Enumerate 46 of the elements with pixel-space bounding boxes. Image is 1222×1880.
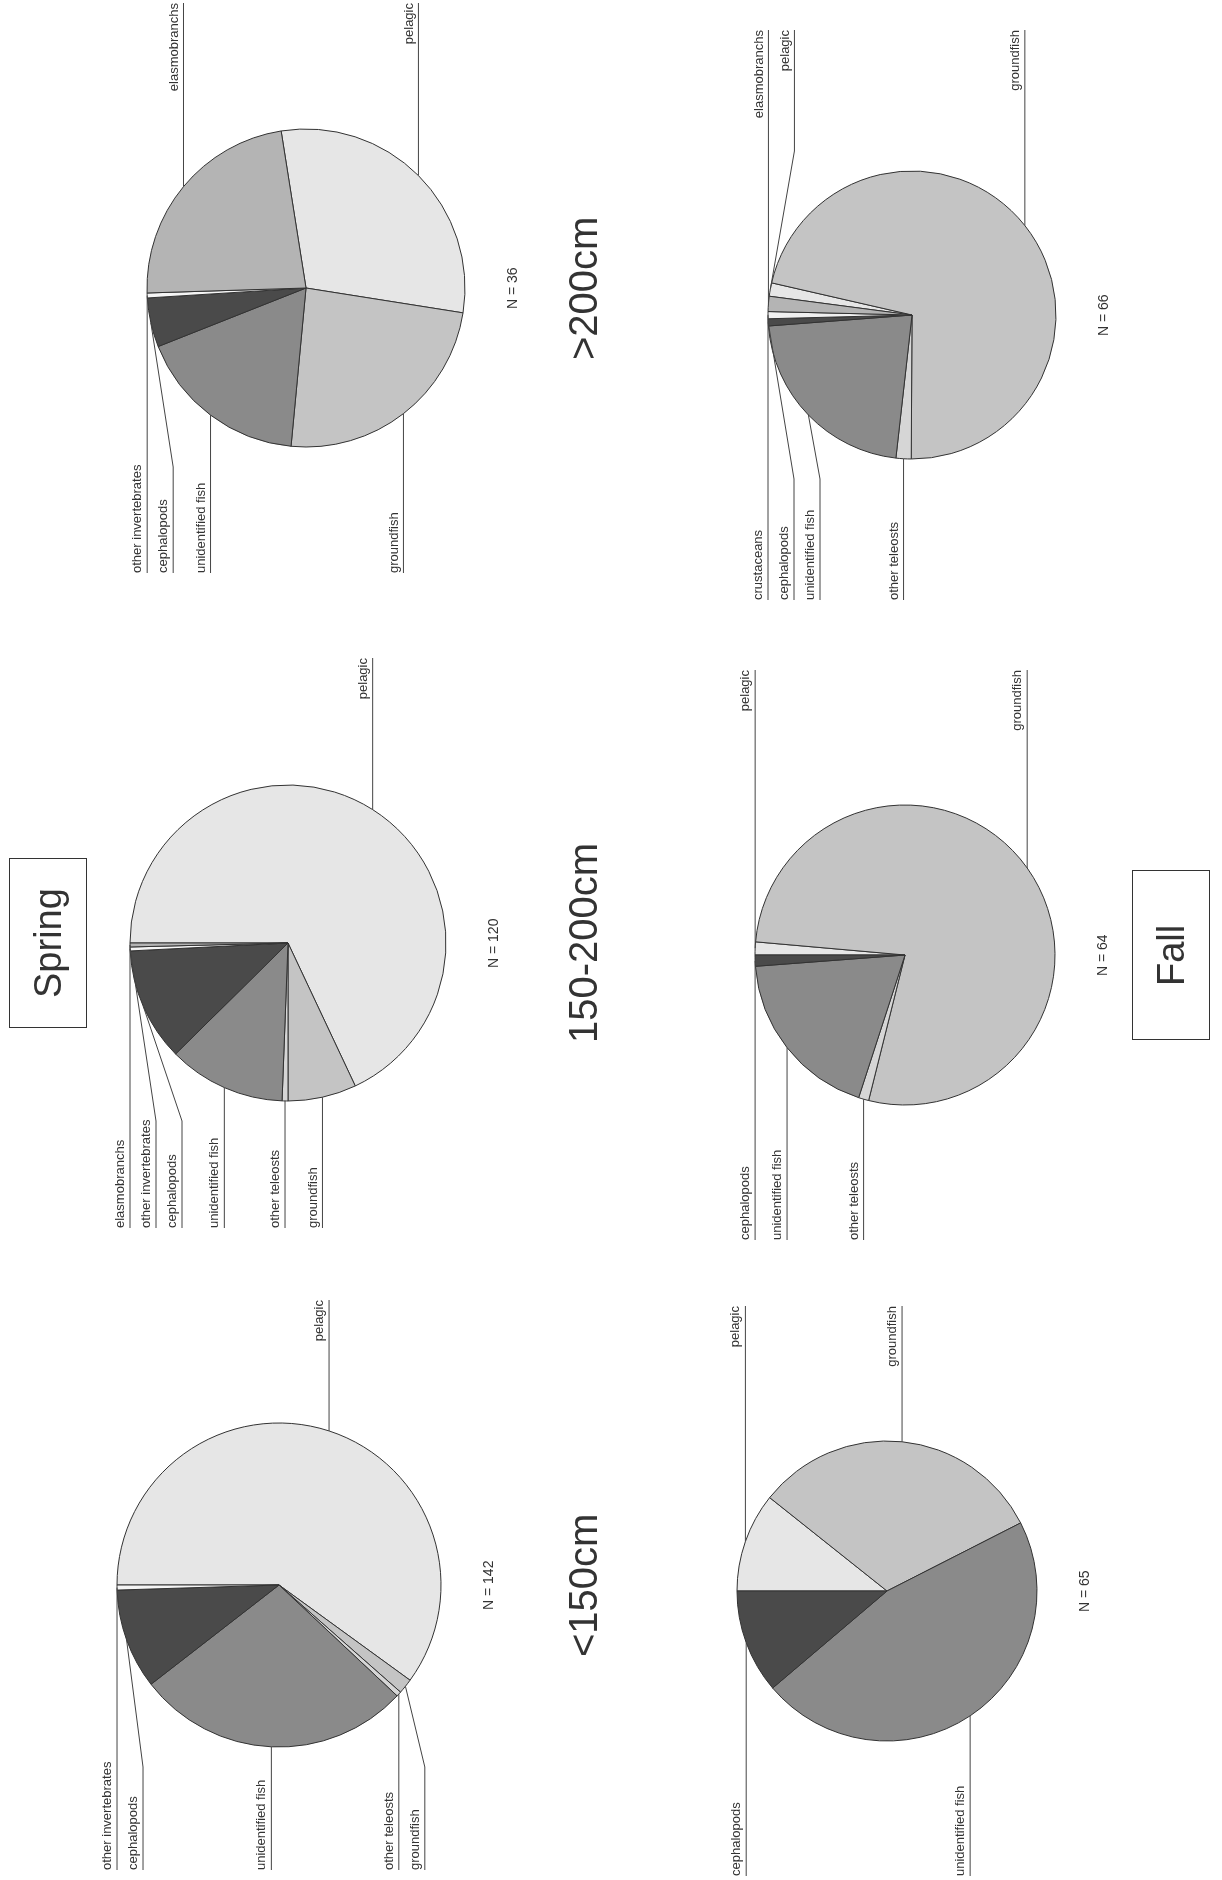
slice-label: unidentified fish xyxy=(952,1785,968,1876)
text: N = 142 xyxy=(479,1559,497,1612)
text: N = 65 xyxy=(1075,1569,1093,1614)
slice-label: groundfish xyxy=(385,512,401,573)
slice-label: other teleosts xyxy=(845,1161,861,1240)
slice-label: other invertebrates xyxy=(129,464,145,573)
slice-label: unidentified fish xyxy=(206,1137,222,1228)
slice-label: cephalopods xyxy=(155,498,171,573)
slice-label: cephalopods xyxy=(728,1801,744,1876)
slice-label: groundfish xyxy=(884,1306,900,1367)
slice-label: pelagic xyxy=(776,29,792,72)
slice-label: unidentified fish xyxy=(802,509,818,600)
slice-label: groundfish xyxy=(1006,30,1022,91)
slice-label: unidentified fish xyxy=(253,1779,269,1870)
slice-label: unidentified fish xyxy=(192,482,208,573)
slice-label: groundfish xyxy=(406,1809,422,1870)
text: 150-200cm xyxy=(560,841,606,1046)
text: Spring xyxy=(9,858,87,1028)
slice-label: pelagic xyxy=(311,1299,327,1342)
slice-label: other teleosts xyxy=(380,1791,396,1870)
slice-label: pelagic xyxy=(727,1305,743,1348)
slice-label: pelagic xyxy=(737,669,753,712)
slice-label: cephalopods xyxy=(737,1165,753,1240)
text: N = 120 xyxy=(484,917,502,970)
slice-label: elasmobranchs xyxy=(750,29,766,119)
text: <150cm xyxy=(560,1512,606,1659)
text: N = 64 xyxy=(1093,933,1111,978)
slice-label: groundfish xyxy=(1009,670,1025,731)
text: N = 36 xyxy=(503,266,521,311)
slice-label: other teleosts xyxy=(267,1149,283,1228)
text: >200cm xyxy=(560,215,606,362)
slice-label: cephalopods xyxy=(776,525,792,600)
slice-label: cephalopods xyxy=(164,1153,180,1228)
slice-label: other invertebrates xyxy=(99,1761,115,1870)
slice-label: pelagic xyxy=(354,657,370,700)
slice-label: crustaceans xyxy=(750,529,766,600)
text: N = 66 xyxy=(1094,293,1112,338)
text: Fall xyxy=(1132,870,1210,1040)
slice-label: pelagic xyxy=(400,2,416,45)
slice-label: elasmobranchs xyxy=(165,2,181,92)
slice-label: cephalopods xyxy=(125,1795,141,1870)
slice-label: elasmobranchs xyxy=(112,1139,128,1228)
slice-label: other invertebrates xyxy=(138,1119,154,1228)
slice-label: other teleosts xyxy=(885,521,901,600)
slice-label: unidentified fish xyxy=(769,1149,785,1240)
slice-label: groundfish xyxy=(304,1167,320,1228)
